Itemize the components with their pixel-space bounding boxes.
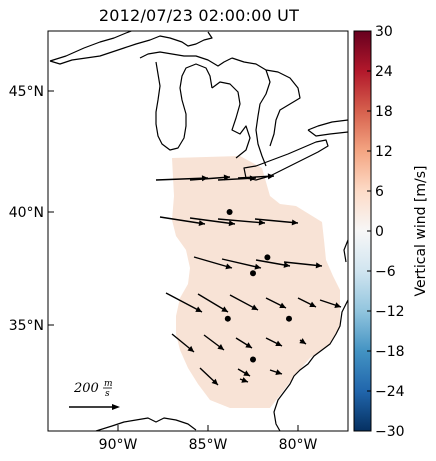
wind-vector-head <box>267 173 274 180</box>
colorbar-tick-label: −18 <box>375 344 405 360</box>
scale-unit-numerator: m <box>104 379 113 389</box>
wind-vector-field <box>155 173 342 386</box>
wind-vector-head <box>291 219 298 226</box>
site-marker <box>286 315 292 322</box>
colorbar-tick-label: 12 <box>375 144 393 160</box>
lat-label-45: 45°N <box>9 84 44 100</box>
lake-superior-outline <box>49 31 213 65</box>
wind-vector <box>155 177 209 181</box>
wind-vector <box>165 292 203 313</box>
scale-reference: 200 m s <box>69 379 120 410</box>
wind-vector-head <box>241 377 248 383</box>
map-frame <box>47 30 349 432</box>
wind-vector <box>283 261 323 267</box>
site-marker <box>250 270 256 277</box>
map-title: 2012/07/23 02:00:00 UT <box>98 6 300 25</box>
wind-vector <box>221 258 262 269</box>
site-marker <box>250 356 256 363</box>
michigan-peninsula-outline <box>211 81 251 159</box>
wind-vector-head <box>279 302 286 308</box>
wind-vector-head <box>275 369 282 375</box>
wind-vector-head <box>315 262 322 269</box>
scale-arrow-head <box>112 404 120 410</box>
colorbar-ticks: 30 24 18 12 6 0 −6 −12 −18 −24 −30 <box>367 24 405 440</box>
wind-vector-head <box>309 301 316 307</box>
atlantic-coast-outline <box>273 239 348 431</box>
wind-vector <box>217 177 257 181</box>
site-marker <box>264 254 271 261</box>
coastlines <box>49 31 348 431</box>
colorbar-tick-label: 18 <box>375 104 393 120</box>
wind-vector <box>237 175 275 179</box>
site-marker <box>224 315 231 322</box>
wind-vector <box>217 218 266 224</box>
gulf-coast-outline <box>95 417 197 431</box>
wind-vector-head <box>258 219 265 226</box>
wind-vector-head <box>228 220 235 227</box>
wind-vector-head <box>225 263 232 270</box>
wind-vector-head <box>254 263 261 270</box>
map-ticks <box>48 90 299 431</box>
lake-huron-outline <box>231 57 301 167</box>
wind-vector <box>254 218 299 224</box>
scale-value: 200 <box>73 381 99 396</box>
wind-vector-head <box>198 220 205 227</box>
lon-label-85w: 85°W <box>189 437 228 453</box>
wind-vector-head <box>334 302 341 308</box>
colorbar-tick-label: −6 <box>375 264 396 280</box>
lake-erie-outline <box>243 139 329 181</box>
measurement-sites <box>224 209 292 363</box>
wind-vector <box>193 256 233 269</box>
lon-label-80w: 80°W <box>279 437 318 453</box>
colorbar-tick-label: 24 <box>375 64 393 80</box>
colorbar-tick-label: −12 <box>375 304 405 320</box>
wind-vector-head <box>217 344 224 350</box>
scale-unit-denominator: s <box>105 389 110 399</box>
colorbar-tick-label: −24 <box>375 384 405 400</box>
colorbar-tick-label: 30 <box>375 24 393 40</box>
colorbar-tick-label: 0 <box>375 224 384 240</box>
colorbar-tick-label: 6 <box>375 184 384 200</box>
wind-vector <box>159 216 206 225</box>
data-coverage-region <box>172 156 340 408</box>
wind-vector-head <box>245 342 252 348</box>
colorbar-tick-label: −30 <box>375 424 405 440</box>
lat-label-35: 35°N <box>9 318 44 334</box>
wind-vector-head <box>299 338 306 344</box>
wind-vector-head <box>283 262 290 268</box>
wind-vector-head <box>187 345 194 352</box>
colorbar-label: Vertical wind [m/s] <box>413 166 429 297</box>
wind-vector-head <box>211 378 218 385</box>
wind-vector-head <box>275 340 282 346</box>
wind-vector-head <box>195 306 202 312</box>
lon-label-90w: 90°W <box>99 437 138 453</box>
wind-vector <box>189 176 231 181</box>
map-area <box>49 31 348 431</box>
wind-vector <box>189 217 236 225</box>
lat-label-40: 40°N <box>9 205 44 221</box>
wind-vector-head <box>243 370 250 376</box>
wind-vector-head <box>251 304 258 310</box>
lake-michigan-outline <box>139 51 233 151</box>
wind-vector-head <box>221 306 228 312</box>
lake-ontario-outline <box>307 119 348 137</box>
site-marker <box>226 209 233 215</box>
